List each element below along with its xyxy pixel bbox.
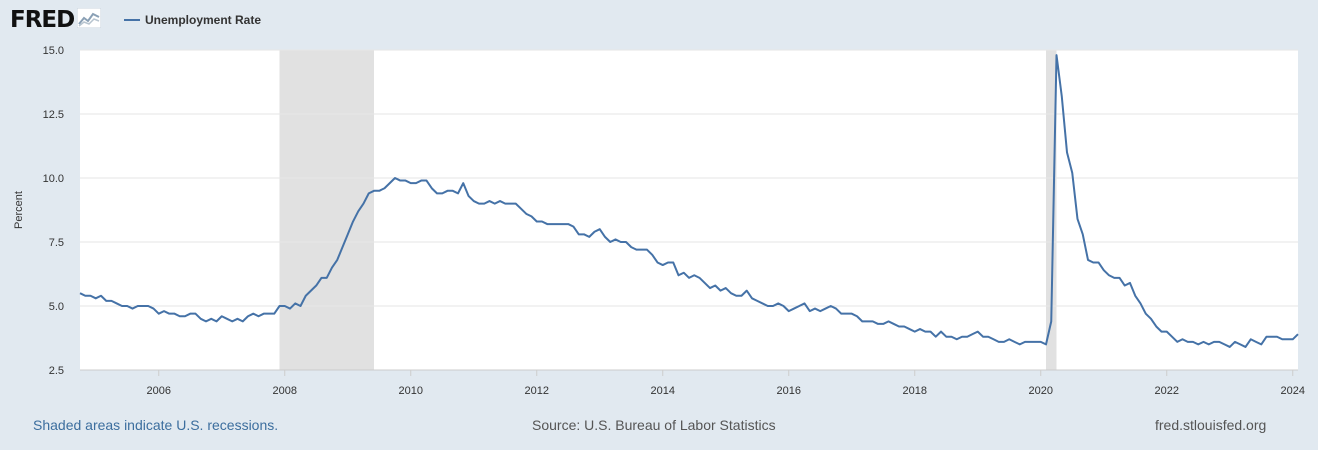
x-tick-label: 2008 [273, 385, 297, 397]
y-tick-label: 7.5 [49, 237, 64, 249]
x-tick-label: 2016 [777, 385, 801, 397]
plot-background [80, 50, 1298, 370]
legend-label: Unemployment Rate [145, 13, 262, 27]
source-note: Source: U.S. Bureau of Labor Statistics [532, 417, 776, 433]
x-tick-label: 2010 [399, 385, 423, 397]
recession-band [1046, 50, 1057, 370]
series-line-unemployment-rate[interactable] [79, 54, 1299, 348]
y-tick-label: 10.0 [43, 173, 64, 185]
x-tick-label: 2022 [1155, 385, 1179, 397]
y-tick-label: 15.0 [43, 45, 64, 57]
recession-note[interactable]: Shaded areas indicate U.S. recessions. [33, 417, 279, 433]
y-axis-label: Percent [13, 191, 25, 229]
x-tick-label: 2012 [525, 385, 549, 397]
y-axis: 15.0 12.5 10.0 7.5 5.0 2.5 [43, 45, 64, 377]
logo-text: FRED [10, 7, 75, 33]
chart-area: 15.012.510.07.55.02.5 2006 2008 2010 2012 20… [13, 45, 1305, 397]
chart-legend[interactable]: Unemployment Rate [124, 12, 261, 28]
x-tick-label: 2014 [651, 385, 675, 397]
x-tick-label: 2018 [903, 385, 927, 397]
site-link[interactable]: fred.stlouisfed.org [1155, 417, 1267, 433]
chart-header: FRED Unemployment Rate [0, 0, 1318, 40]
x-tick-label: 2024 [1281, 385, 1305, 397]
y-tick-label: 5.0 [49, 301, 64, 313]
y-tick-label: 12.5 [43, 109, 64, 121]
x-tick-label: 2020 [1029, 385, 1053, 397]
y-tick-label: 2.5 [49, 365, 64, 377]
x-tick-label: 2006 [147, 385, 171, 397]
legend-swatch [124, 19, 140, 21]
x-axis: 2006 2008 2010 2012 2014 2016 2018 2020 2022 2024 [80, 369, 1305, 397]
